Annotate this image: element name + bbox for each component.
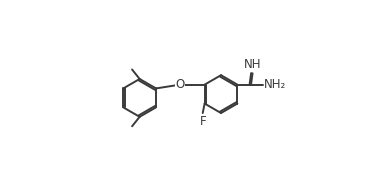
Text: NH: NH <box>244 58 261 71</box>
Text: O: O <box>175 78 185 91</box>
Text: F: F <box>199 115 206 128</box>
Text: NH₂: NH₂ <box>264 78 286 91</box>
